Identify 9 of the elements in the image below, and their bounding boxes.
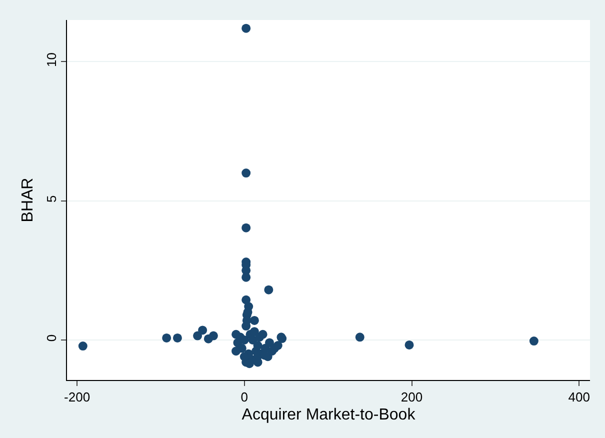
x-tick-label: 400 <box>568 390 590 405</box>
y-tick-label: 10 <box>44 52 59 68</box>
y-tick-label: 0 <box>44 334 59 342</box>
x-tick-label: -200 <box>64 390 90 405</box>
x-tick-label: 200 <box>400 390 423 405</box>
x-axis-title: Acquirer Market-to-Book <box>242 406 416 424</box>
x-tick-label: 0 <box>240 390 248 405</box>
y-tick-label: 5 <box>44 195 59 202</box>
y-axis-title: BHAR <box>20 178 37 222</box>
